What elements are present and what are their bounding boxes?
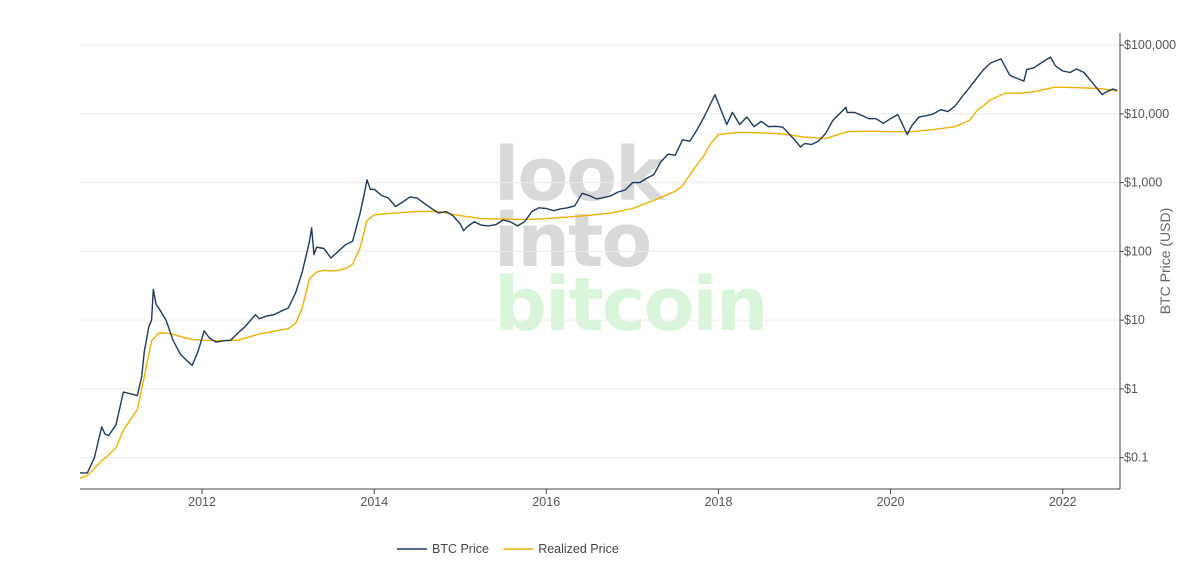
y-tick-label: $1 — [1124, 382, 1138, 396]
watermark-into: into — [494, 198, 650, 284]
y-tick-label: $10 — [1124, 313, 1145, 327]
watermark-look: look — [494, 132, 666, 218]
watermark-bitcoin: bitcoin — [494, 262, 766, 348]
y-tick-label: $1,000 — [1124, 176, 1162, 190]
legend[interactable]: BTC Price Realized Price — [397, 542, 619, 556]
series-line-btc-price — [80, 56, 1118, 474]
y-tick-label: $100 — [1124, 244, 1152, 258]
x-tick-label: 2014 — [360, 495, 388, 509]
legend-label: BTC Price — [432, 542, 489, 556]
y-tick-label: $0.1 — [1124, 451, 1148, 465]
y-axis-ticks: $0.1 $1 $10 $100 $1,000 $10,000 $100,000 — [1120, 38, 1176, 465]
x-tick-label: 2022 — [1049, 495, 1077, 509]
y-axis-title: BTC Price (USD) — [1157, 208, 1173, 315]
legend-label: Realized Price — [538, 542, 619, 556]
legend-item-realized-price[interactable]: Realized Price — [503, 542, 619, 556]
series-layer — [79, 56, 1118, 479]
gridlines — [80, 44, 1120, 459]
x-tick-label: 2020 — [877, 495, 905, 509]
legend-item-btc-price[interactable]: BTC Price — [397, 542, 489, 556]
x-tick-label: 2012 — [188, 495, 216, 509]
x-tick-label: 2018 — [705, 495, 733, 509]
y-tick-label: $10,000 — [1124, 107, 1169, 121]
y-tick-label: $100,000 — [1124, 38, 1176, 52]
x-tick-label: 2016 — [532, 495, 560, 509]
x-axis-ticks: 2012 2014 2016 2018 2020 2022 — [188, 489, 1077, 509]
